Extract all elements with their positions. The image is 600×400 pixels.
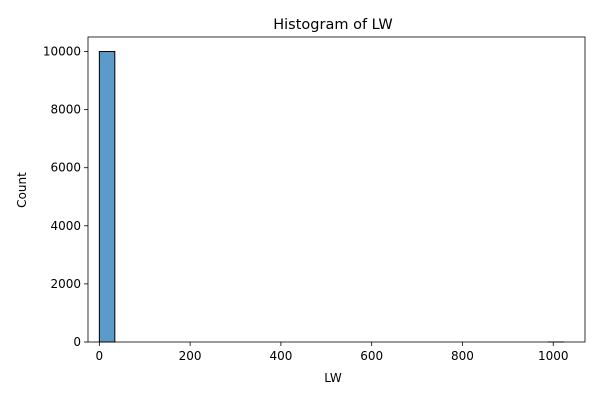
chart-title: Histogram of LW [273, 17, 393, 33]
y-tick-label: 2000 [50, 277, 81, 291]
x-axis-label: LW [324, 371, 342, 385]
y-tick-label: 4000 [50, 219, 81, 233]
histogram-bar [98, 51, 116, 343]
plot-frame [87, 36, 586, 343]
plot-area [88, 37, 585, 342]
y-tick-label: 0 [73, 335, 81, 349]
y-tick-label: 10000 [43, 45, 81, 59]
x-tick-label: 0 [96, 349, 104, 363]
y-axis-label: Count [15, 172, 29, 208]
x-axis-ticks: 0 200 400 600 800 1000 [96, 342, 569, 363]
y-axis-ticks: 0 2000 4000 6000 8000 10000 [43, 45, 88, 349]
x-tick-label: 400 [269, 349, 292, 363]
y-tick-label: 8000 [50, 103, 81, 117]
x-tick-label: 600 [360, 349, 383, 363]
x-tick-label: 200 [179, 349, 202, 363]
x-tick-label: 1000 [538, 349, 569, 363]
y-tick-label: 6000 [50, 161, 81, 175]
x-tick-label: 800 [451, 349, 474, 363]
